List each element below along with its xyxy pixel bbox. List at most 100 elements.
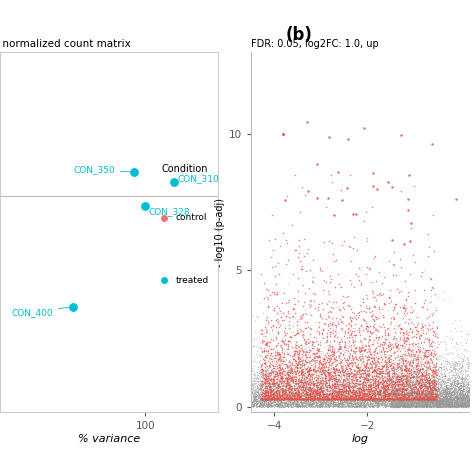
Point	[249, 392, 256, 400]
Point	[360, 395, 368, 402]
Point	[345, 301, 352, 309]
Point	[367, 395, 374, 402]
Point	[362, 395, 370, 402]
Point	[298, 346, 306, 354]
Point	[339, 378, 347, 385]
Point	[317, 359, 324, 366]
Point	[406, 386, 414, 393]
Point	[311, 386, 319, 394]
Point	[359, 395, 367, 402]
Point	[282, 336, 289, 344]
Point	[417, 372, 424, 380]
Point	[378, 392, 386, 399]
Point	[334, 395, 342, 402]
Point	[317, 395, 324, 402]
Point	[441, 402, 448, 410]
Point	[322, 392, 330, 400]
Point	[353, 379, 360, 387]
Point	[288, 397, 295, 405]
Point	[447, 401, 455, 409]
Point	[283, 395, 290, 402]
Point	[358, 395, 365, 402]
Point	[394, 392, 402, 399]
Point	[394, 400, 401, 408]
Point	[451, 399, 459, 407]
Point	[412, 395, 420, 402]
Point	[339, 367, 347, 375]
Point	[292, 369, 299, 377]
Point	[335, 400, 343, 408]
Point	[298, 400, 305, 407]
Point	[265, 378, 273, 385]
Point	[428, 389, 436, 397]
Point	[331, 383, 339, 391]
Point	[418, 383, 426, 391]
Point	[260, 386, 267, 393]
Point	[367, 400, 374, 407]
Point	[395, 386, 403, 394]
Point	[328, 320, 336, 328]
Point	[252, 398, 260, 406]
Point	[406, 402, 414, 410]
Point	[389, 395, 397, 402]
Point	[337, 355, 345, 363]
Point	[257, 378, 265, 386]
Point	[261, 360, 268, 368]
Point	[296, 313, 304, 320]
Point	[365, 402, 372, 410]
Point	[258, 388, 266, 396]
Point	[309, 384, 316, 392]
Point	[435, 397, 443, 405]
Point	[253, 312, 261, 319]
Point	[369, 381, 377, 389]
Point	[333, 395, 341, 402]
Point	[346, 302, 354, 310]
Point	[432, 379, 439, 387]
Point	[410, 388, 418, 395]
Point	[395, 400, 402, 407]
Point	[405, 377, 412, 385]
Point	[432, 402, 439, 410]
Point	[436, 389, 444, 397]
Point	[309, 387, 317, 395]
Point	[381, 378, 388, 385]
Point	[267, 391, 275, 398]
Point	[295, 351, 303, 358]
Point	[284, 379, 292, 386]
Point	[338, 317, 346, 325]
Point	[424, 398, 432, 405]
Point	[262, 381, 270, 388]
Point	[390, 402, 397, 410]
Point	[316, 378, 323, 386]
Point	[309, 390, 317, 397]
Point	[458, 383, 466, 391]
Point	[306, 393, 314, 401]
Point	[403, 399, 410, 406]
Point	[289, 359, 296, 366]
Point	[300, 370, 308, 378]
Point	[276, 396, 283, 403]
Point	[464, 387, 471, 395]
Point	[379, 376, 387, 383]
Point	[273, 394, 280, 401]
Point	[264, 401, 272, 409]
Point	[426, 378, 434, 385]
Point	[379, 367, 387, 375]
Point	[408, 395, 416, 402]
Point	[328, 367, 335, 374]
Point	[314, 353, 321, 361]
Point	[448, 401, 456, 409]
Point	[451, 385, 459, 392]
Point	[389, 400, 396, 408]
Point	[337, 394, 345, 401]
Point	[276, 388, 283, 395]
Point	[329, 364, 337, 371]
Point	[293, 392, 301, 400]
Point	[343, 395, 350, 402]
Point	[391, 400, 399, 407]
Point	[294, 362, 302, 369]
Point	[267, 395, 274, 402]
Point	[328, 400, 336, 408]
Point	[394, 403, 401, 410]
Point	[441, 358, 448, 365]
